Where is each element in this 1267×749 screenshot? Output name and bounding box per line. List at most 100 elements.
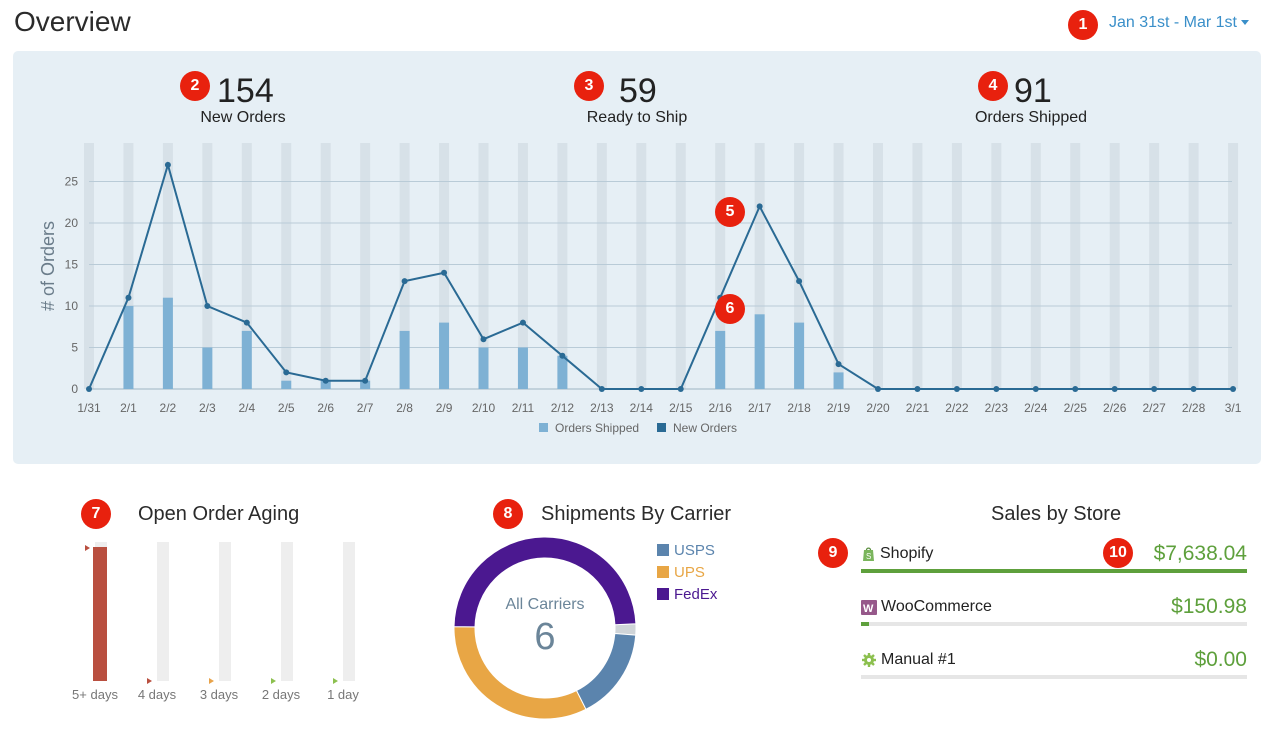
point-new-orders bbox=[1151, 386, 1158, 392]
point-new-orders bbox=[243, 319, 250, 326]
x-tick-label: 2/3 bbox=[199, 401, 216, 415]
bar-orders-shipped bbox=[833, 372, 844, 389]
aging-label: 5+ days bbox=[72, 687, 118, 702]
date-range-picker[interactable]: Jan 31st - Mar 1st bbox=[1109, 14, 1249, 32]
ups-label: UPS bbox=[674, 563, 705, 581]
chart-stripe bbox=[241, 143, 252, 389]
chart-stripe bbox=[596, 143, 607, 389]
bar-orders-shipped bbox=[439, 322, 450, 389]
bar-orders-shipped bbox=[162, 297, 173, 389]
aging-bar-track bbox=[157, 542, 169, 681]
point-new-orders bbox=[953, 386, 960, 392]
store-bar-fill bbox=[861, 569, 1247, 573]
bar-orders-shipped bbox=[557, 355, 568, 389]
x-tick-label: 2/6 bbox=[317, 401, 334, 415]
store-name: Shopify bbox=[880, 545, 934, 562]
chart-stripe bbox=[873, 143, 883, 389]
legend-ups: UPS bbox=[657, 561, 717, 583]
chart-stripe bbox=[439, 143, 450, 389]
point-new-orders bbox=[362, 377, 369, 384]
ready-to-ship-label: Ready to Ship bbox=[586, 109, 688, 126]
chart-stripe bbox=[636, 143, 647, 389]
x-tick-label: 2/4 bbox=[238, 401, 255, 415]
usps-label: USPS bbox=[674, 541, 715, 559]
x-tick-label: 2/18 bbox=[787, 401, 811, 415]
aging-label: 3 days bbox=[200, 687, 239, 702]
x-tick-label: 2/25 bbox=[1064, 401, 1088, 415]
ups-swatch bbox=[657, 566, 669, 578]
legend-swatch bbox=[539, 423, 548, 432]
chart-stripe bbox=[1188, 143, 1199, 389]
chart-stripe bbox=[794, 143, 805, 389]
x-tick-label: 2/8 bbox=[396, 401, 413, 415]
new-orders-label: New Orders bbox=[200, 109, 286, 126]
x-tick-label: 2/21 bbox=[906, 401, 930, 415]
bar-orders-shipped bbox=[202, 347, 213, 389]
store-row-woocommerce[interactable]: W WooCommerce $150.98 bbox=[861, 593, 1247, 626]
aging-bar-track bbox=[219, 542, 231, 681]
page-title: Overview bbox=[14, 6, 131, 37]
aging-bar bbox=[93, 547, 107, 681]
ready-to-ship-value: 59 bbox=[619, 72, 657, 110]
chart-stripe bbox=[951, 143, 962, 389]
x-tick-label: 2/10 bbox=[472, 401, 496, 415]
point-new-orders bbox=[598, 386, 605, 392]
chart-stripe bbox=[833, 143, 844, 389]
point-new-orders bbox=[125, 294, 132, 301]
chart-stripe bbox=[360, 143, 371, 389]
carrier-donut bbox=[453, 536, 637, 720]
sales-title: Sales by Store bbox=[991, 503, 1122, 525]
point-new-orders bbox=[638, 386, 645, 392]
badge-8: 8 bbox=[493, 499, 523, 529]
usps-swatch bbox=[657, 544, 669, 556]
bar-orders-shipped bbox=[478, 347, 489, 389]
point-new-orders bbox=[1032, 386, 1039, 392]
chart-stripe bbox=[320, 143, 331, 389]
date-range-label[interactable]: Jan 31st - Mar 1st bbox=[1108, 14, 1237, 31]
svg-text:W: W bbox=[863, 603, 874, 615]
x-tick-label: 2/17 bbox=[748, 401, 772, 415]
badge-5: 5 bbox=[715, 197, 745, 227]
badge-1: 1 bbox=[1068, 10, 1098, 40]
point-new-orders bbox=[1230, 386, 1237, 392]
gear-icon bbox=[862, 653, 876, 667]
point-new-orders bbox=[519, 319, 526, 326]
donut-center-label: All Carriers bbox=[505, 596, 585, 613]
point-new-orders bbox=[914, 386, 921, 392]
y-tick-label: 0 bbox=[71, 382, 78, 396]
donut-segment-fedex bbox=[453, 536, 637, 628]
x-tick-label: 2/26 bbox=[1103, 401, 1127, 415]
aging-chart: 5+ days 4 days 3 days 2 days 1 day bbox=[72, 542, 359, 702]
chart-stripe bbox=[1030, 143, 1041, 389]
legend-label: Orders Shipped bbox=[555, 421, 639, 435]
aging-label: 1 day bbox=[327, 687, 359, 702]
chart-stripe bbox=[715, 143, 726, 389]
x-tick-label: 2/14 bbox=[630, 401, 654, 415]
x-tick-label: 2/2 bbox=[160, 401, 177, 415]
store-row-shopify[interactable]: S Shopify $7,638.04 bbox=[861, 540, 1247, 573]
legend-fedex: FedEx bbox=[657, 583, 717, 605]
bar-orders-shipped bbox=[399, 330, 410, 389]
x-tick-label: 2/24 bbox=[1024, 401, 1048, 415]
store-row-manual[interactable]: Manual #1 $0.00 bbox=[861, 646, 1247, 679]
woocommerce-icon: W bbox=[861, 600, 877, 615]
svg-text:S: S bbox=[866, 552, 871, 561]
x-tick-label: 1/31 bbox=[77, 401, 101, 415]
bar-orders-shipped bbox=[241, 330, 252, 389]
chart-stripe bbox=[162, 143, 173, 389]
x-tick-label: 2/23 bbox=[985, 401, 1009, 415]
donut-center-value: 6 bbox=[534, 616, 556, 658]
orders-shipped-label: Orders Shipped bbox=[974, 109, 1088, 126]
aging-marker bbox=[271, 678, 276, 684]
chart-stripe bbox=[675, 143, 686, 389]
bar-orders-shipped bbox=[320, 380, 331, 389]
bar-orders-shipped bbox=[281, 380, 292, 389]
point-new-orders bbox=[875, 386, 881, 392]
caret-down-icon[interactable] bbox=[1241, 20, 1249, 26]
chart-stripe bbox=[84, 143, 94, 389]
carrier-legend: USPS UPS FedEx bbox=[657, 539, 717, 605]
aging-bar-track bbox=[343, 542, 355, 681]
aging-marker bbox=[147, 678, 152, 684]
store-amount: $0.00 bbox=[1194, 648, 1247, 671]
x-tick-label: 2/12 bbox=[551, 401, 575, 415]
